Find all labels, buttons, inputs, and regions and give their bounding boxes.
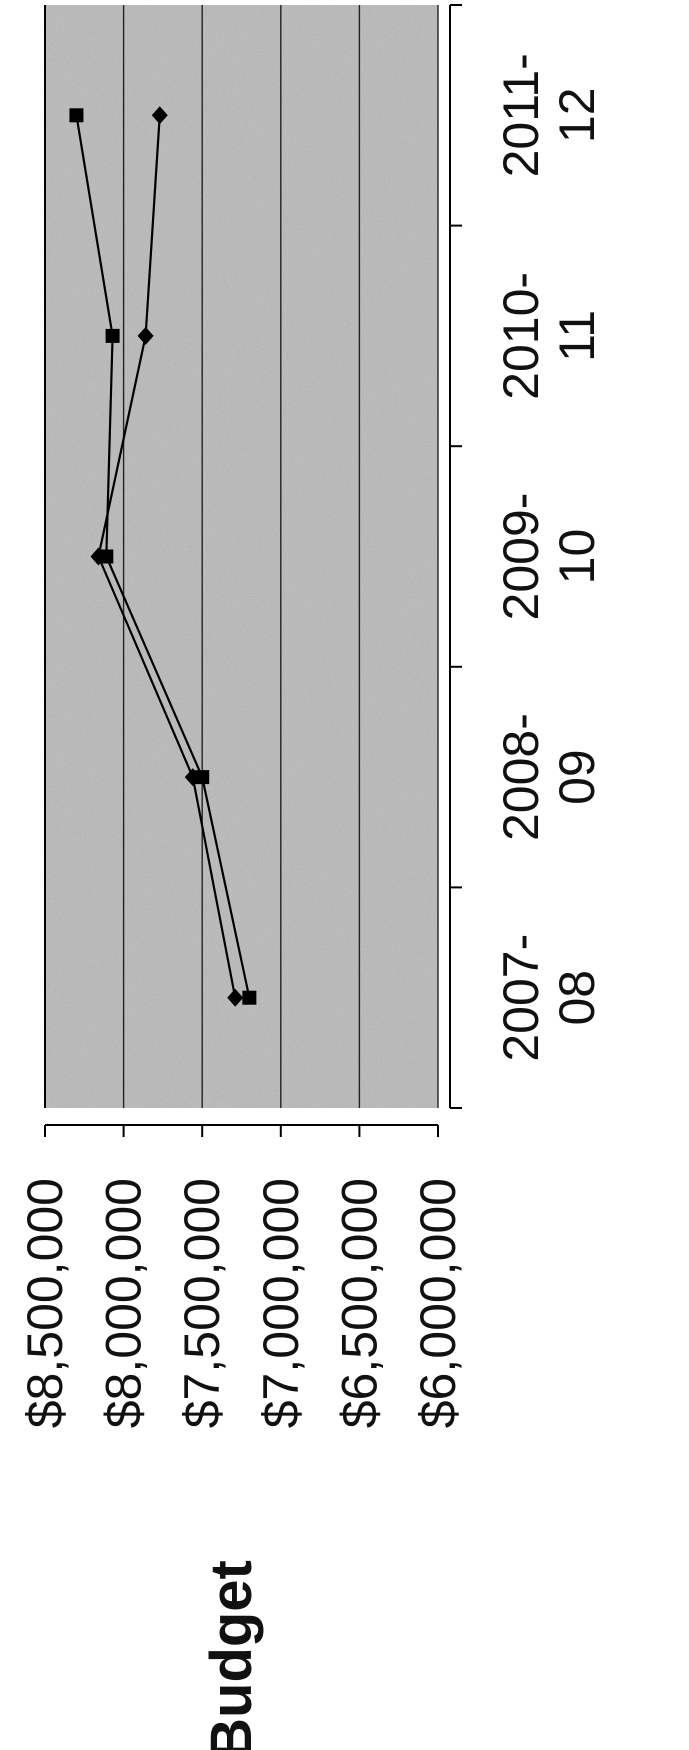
series-2-point [242,990,257,1005]
x-tick-label: 2008-09 [493,713,605,841]
series-1-point [227,988,244,1007]
series-2-point [105,328,120,343]
y-tick-label: $6,500,000 [331,1178,387,1428]
x-tick-label: 2009-10 [493,493,605,621]
y-tick-label: $6,000,000 [410,1178,466,1428]
x-tick-label: 2010-11 [493,272,605,400]
series-2-point [69,108,84,123]
series-2-point [195,770,210,785]
y-tick-label: $8,000,000 [96,1178,152,1428]
y-tick-label: $8,500,000 [17,1178,73,1428]
y-tick-label: $7,500,000 [174,1178,230,1428]
y-axis-title: Budget [199,1560,264,1750]
series-1-point [151,106,168,125]
series-1-point [137,326,154,345]
y-tick-label: $7,000,000 [253,1178,309,1428]
x-tick-label: 2007-08 [493,934,605,1062]
series-2-point [99,549,114,564]
x-tick-label: 2011-12 [493,53,605,177]
